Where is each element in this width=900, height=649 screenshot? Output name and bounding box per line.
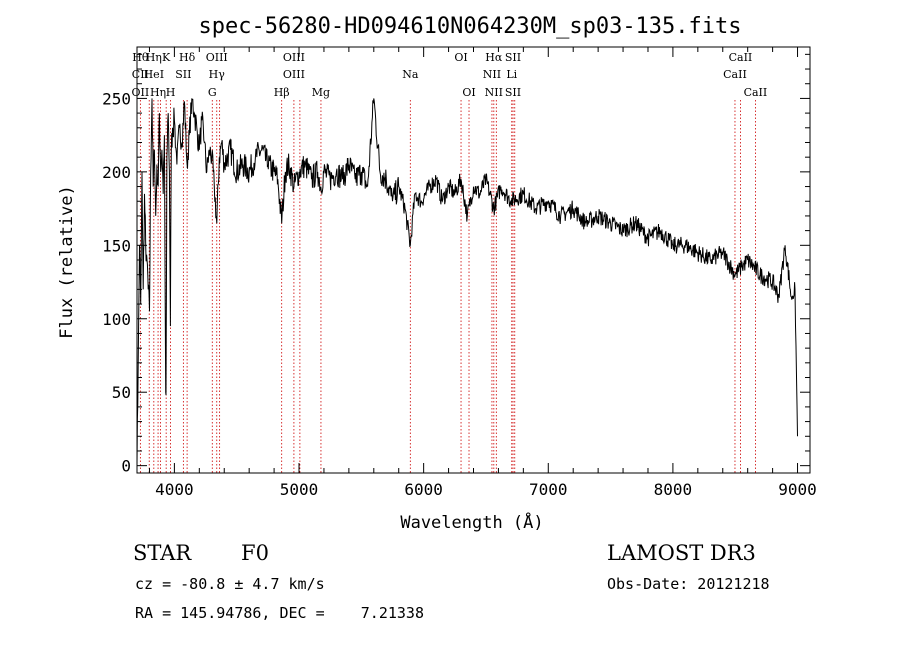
- line-marker-label: SII: [505, 51, 521, 64]
- line-marker-label: Hη: [146, 51, 162, 64]
- line-marker-label: OI: [454, 51, 467, 64]
- line-marker-label: Hθ: [132, 51, 149, 64]
- line-marker-label: G: [208, 86, 217, 99]
- line-marker-label: SII: [175, 68, 191, 81]
- x-tick-label: 7000: [529, 480, 568, 499]
- chart-title: spec-56280-HD094610N064230M_sp03-135.fit…: [198, 14, 741, 39]
- line-marker-label: CaII: [723, 68, 747, 81]
- obs-date: Obs-Date: 20121218: [607, 575, 770, 593]
- line-marker-label: SII: [505, 86, 521, 99]
- line-marker-label: CII: [132, 68, 149, 81]
- line-marker-label: Li: [506, 68, 517, 81]
- line-marker-label: Hδ: [179, 51, 196, 64]
- plot-frame: [136, 46, 811, 474]
- line-marker-label: NII: [485, 86, 503, 99]
- x-tick-label: 6000: [404, 480, 443, 499]
- survey-label: LAMOST DR3: [607, 541, 756, 565]
- y-tick-label: 50: [112, 383, 131, 402]
- line-marker-label: OIII: [283, 51, 305, 64]
- x-tick-label: 4000: [155, 480, 194, 499]
- y-tick-label: 150: [102, 236, 131, 255]
- line-marker-label: OI: [462, 86, 475, 99]
- line-marker-label: Hβ: [274, 86, 290, 99]
- y-axis-label: Flux (relative): [57, 185, 77, 339]
- y-tick-label: 0: [121, 457, 131, 476]
- cz-value: cz = -80.8 ± 4.7 km/s: [135, 575, 325, 593]
- class-label: STAR: [133, 541, 192, 565]
- line-marker-label: CaII: [729, 51, 753, 64]
- line-marker-label: Na: [402, 68, 419, 81]
- line-marker-label: Hη: [150, 86, 166, 99]
- subclass-label: F0: [241, 541, 269, 565]
- line-marker-label: NII: [483, 68, 501, 81]
- line-marker-label: Hα: [485, 51, 503, 64]
- y-tick-label: 250: [102, 89, 131, 108]
- x-tick-label: 5000: [280, 480, 319, 499]
- line-marker-label: HeI: [144, 68, 164, 81]
- coordinates: RA = 145.94786, DEC = 7.21338: [135, 604, 424, 622]
- line-marker-label: OII: [132, 86, 150, 99]
- line-marker-label: Mg: [312, 86, 330, 99]
- x-tick-label: 8000: [654, 480, 693, 499]
- line-marker-label: Hγ: [209, 68, 226, 81]
- y-tick-label: 200: [102, 163, 131, 182]
- line-marker-label: H: [166, 86, 176, 99]
- y-axis-ticks: 0 50 100 150 200 250: [102, 53, 810, 476]
- x-axis-ticks: 4000 5000 6000 7000 8000 9000: [148, 47, 817, 499]
- line-marker-label: K: [162, 51, 171, 64]
- line-marker-label: OIII: [283, 68, 305, 81]
- spectral-line-markers: HθCIIOIIHηHeIHηKHSIIHδGOIIIHγHβOIIIOIIIM…: [132, 51, 768, 473]
- y-tick-label: 100: [102, 310, 131, 329]
- x-tick-label: 9000: [778, 480, 817, 499]
- x-axis-label: Wavelength (Å): [400, 511, 543, 533]
- spectrum-line: [136, 98, 798, 466]
- line-marker-label: CaII: [744, 86, 768, 99]
- line-marker-label: OIII: [206, 51, 228, 64]
